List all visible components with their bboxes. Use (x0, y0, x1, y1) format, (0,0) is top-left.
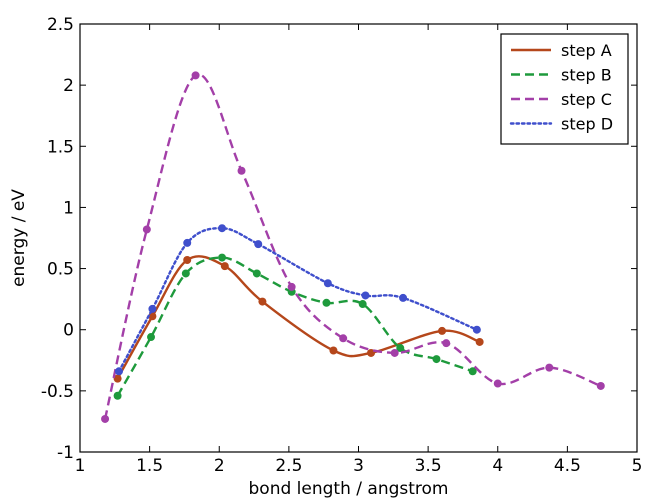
series-step-d (114, 224, 481, 376)
data-point (472, 325, 481, 334)
data-point (181, 269, 190, 278)
data-point (390, 348, 399, 357)
data-point (101, 414, 110, 423)
series-line (117, 227, 479, 373)
data-point (183, 256, 192, 265)
legend-label: step C (561, 90, 612, 109)
data-point (148, 304, 157, 313)
axes-layer: 1 1.5 2 2.5 3 3.5 4 4.5 5 -1 -0.5 0 0.5 1 1.5 2 2.5 bond … (9, 15, 642, 498)
data-point (399, 293, 408, 302)
data-point (438, 326, 447, 335)
legend: step A step B step C step D (500, 33, 629, 145)
y-tick-label: 0 (63, 321, 74, 341)
y-tick-label: 2.5 (47, 15, 74, 35)
legend-item: step D (509, 115, 613, 134)
data-point (358, 300, 367, 309)
data-point (367, 348, 376, 357)
x-tick-label: 3.5 (415, 456, 442, 476)
data-point (329, 346, 338, 355)
legend-label: step A (561, 41, 612, 60)
x-tick-label: 2 (214, 456, 225, 476)
legend-item: step C (511, 90, 612, 109)
data-point (218, 253, 227, 262)
data-point (218, 224, 227, 233)
data-point (475, 337, 484, 346)
data-point (147, 333, 156, 342)
data-point (258, 297, 267, 306)
data-point (287, 282, 296, 291)
series-step-a (113, 255, 484, 383)
legend-item: step A (511, 41, 612, 60)
data-point (114, 367, 123, 376)
legend-label: step D (561, 115, 613, 134)
x-tick-label: 4.5 (554, 456, 581, 476)
x-tick-label: 4 (492, 456, 503, 476)
series-step-c (101, 71, 605, 423)
data-point (468, 367, 477, 376)
series-line (116, 255, 481, 380)
data-point (252, 269, 261, 278)
y-tick-label: 1 (63, 198, 74, 218)
data-point (191, 71, 200, 80)
data-point (142, 225, 151, 234)
data-point (339, 334, 348, 343)
y-tick-label: 0.5 (47, 260, 74, 280)
data-point (432, 355, 441, 364)
data-point (323, 279, 332, 288)
x-tick-label: 1.5 (136, 456, 163, 476)
legend-label: step B (561, 66, 612, 85)
data-point (237, 166, 246, 175)
data-point (493, 379, 502, 388)
y-tick-label: 2 (63, 76, 74, 96)
data-point (322, 298, 331, 307)
x-axis-label: bond length / angstrom (249, 479, 449, 498)
data-point (596, 381, 605, 390)
x-tick-label: 1 (75, 456, 86, 476)
data-point (183, 238, 192, 247)
data-point (442, 339, 451, 348)
legend-box (500, 33, 629, 145)
y-tick-label: -1 (57, 443, 74, 463)
y-tick-label: 1.5 (47, 137, 74, 157)
legend-item: step B (511, 66, 612, 85)
x-tick-label: 5 (632, 456, 643, 476)
data-point (361, 291, 370, 300)
y-axis-label: energy / eV (9, 189, 29, 287)
x-tick-label: 2.5 (275, 456, 302, 476)
data-point (545, 363, 554, 372)
data-point (113, 374, 122, 383)
x-tick-label: 3 (353, 456, 364, 476)
y-tick-label: -0.5 (41, 382, 74, 402)
data-point (396, 344, 405, 353)
data-point (113, 391, 122, 400)
data-point (220, 262, 229, 271)
data-point (254, 240, 263, 249)
series-step-b (113, 253, 477, 400)
series-layer (101, 71, 605, 423)
data-point (148, 312, 157, 321)
